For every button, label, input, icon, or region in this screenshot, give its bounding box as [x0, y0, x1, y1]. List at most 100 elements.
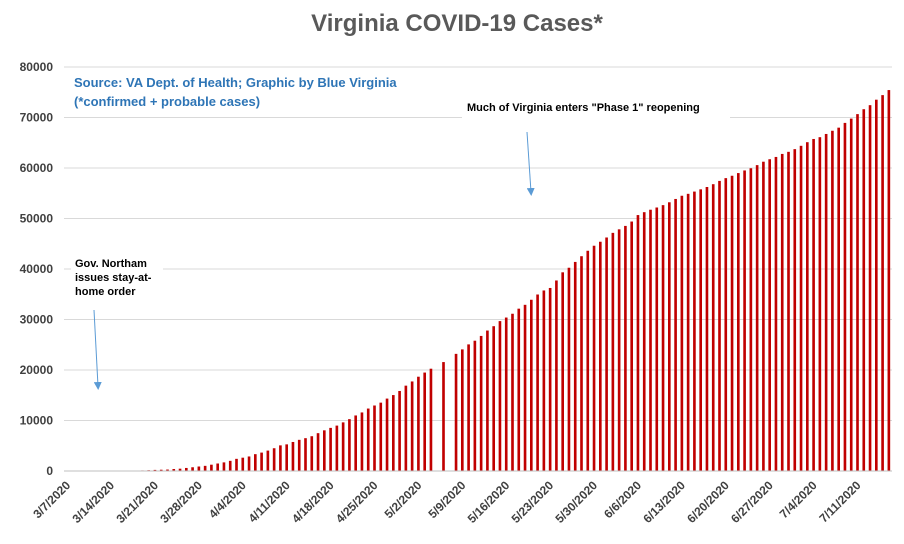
bar-40 — [316, 433, 320, 471]
bar-34 — [279, 445, 282, 471]
bar-72 — [517, 308, 521, 471]
bar-18 — [178, 468, 182, 471]
bar-89 — [624, 225, 627, 471]
bar-47 — [360, 412, 364, 471]
y-tick-label-6: 60000 — [20, 161, 54, 175]
y-tick-label-3: 30000 — [20, 313, 54, 327]
bar-84 — [592, 245, 596, 471]
y-tick-label-0: 0 — [46, 464, 53, 478]
bar-65 — [473, 340, 477, 471]
bar-63 — [461, 349, 464, 471]
x-tick-label-8: 5/2/2020 — [382, 478, 425, 521]
x-tick-label-16: 6/27/2020 — [728, 478, 776, 526]
bar-58 — [429, 368, 433, 471]
y-tick-label-4: 40000 — [20, 262, 54, 276]
bar-90 — [630, 221, 633, 471]
bar-31 — [260, 452, 263, 471]
bar-64 — [467, 344, 470, 471]
bar-14 — [153, 469, 157, 471]
y-tick-label-5: 50000 — [20, 212, 54, 226]
bar-54 — [404, 385, 408, 471]
bar-85 — [599, 241, 602, 471]
bar-16 — [166, 469, 169, 471]
x-tick-label-17: 7/4/2020 — [777, 478, 820, 521]
bar-49 — [373, 405, 376, 471]
annotation-1-arrow — [93, 309, 102, 390]
bar-33 — [272, 448, 276, 471]
bar-111 — [762, 161, 765, 472]
y-tick-label-7: 70000 — [20, 111, 54, 125]
annotation-1-line-2: home order — [75, 286, 136, 298]
bar-24 — [216, 463, 219, 471]
bar-51 — [385, 398, 389, 471]
bar-108 — [743, 170, 746, 472]
bar-30 — [254, 454, 257, 471]
bar-22 — [203, 465, 207, 471]
bar-35 — [285, 444, 288, 471]
bar-45 — [348, 419, 351, 471]
bar-122 — [831, 130, 834, 471]
bar-39 — [310, 436, 314, 471]
x-tick-label-7: 4/25/2020 — [333, 478, 381, 526]
bar-94 — [655, 207, 659, 471]
bar-119 — [812, 138, 815, 471]
bar-46 — [354, 415, 357, 471]
bar-102 — [705, 186, 709, 471]
annotation-1-line-1: issues stay-at- — [75, 272, 152, 284]
x-tick-label-13: 6/6/2020 — [601, 478, 644, 521]
x-tick-label-11: 5/23/2020 — [509, 478, 557, 526]
bar-36 — [291, 441, 295, 471]
x-tick-label-4: 4/4/2020 — [206, 478, 249, 521]
bar-27 — [235, 458, 238, 471]
bar-123 — [837, 127, 840, 472]
bar-129 — [875, 99, 878, 471]
bar-52 — [392, 395, 395, 471]
bar-69 — [498, 321, 502, 471]
bar-98 — [680, 195, 684, 472]
annotation-2-box — [462, 97, 730, 119]
bar-15 — [159, 469, 163, 471]
x-tick-label-14: 6/13/2020 — [640, 478, 688, 526]
bar-125 — [849, 118, 853, 472]
bar-29 — [247, 456, 251, 471]
bar-97 — [674, 198, 677, 471]
bar-19 — [185, 467, 188, 471]
bar-103 — [711, 184, 715, 471]
bar-17 — [172, 469, 176, 471]
y-tick-label-1: 10000 — [20, 414, 54, 428]
bar-95 — [661, 205, 665, 472]
gridlines — [64, 66, 892, 421]
annotations: Gov. Northam issues stay-at-home order Muc… — [71, 97, 730, 390]
source-line-1: Source: VA Dept. of Health; Graphic by B… — [74, 75, 397, 90]
bar-70 — [504, 317, 508, 471]
bar-83 — [586, 250, 590, 471]
bar-71 — [511, 313, 514, 471]
annotation-2-line-0: Much of Virginia enters "Phase 1" reopen… — [467, 102, 700, 114]
bar-87 — [611, 232, 615, 471]
bar-92 — [642, 212, 646, 472]
bar-107 — [737, 173, 740, 471]
x-tick-label-10: 5/16/2020 — [465, 478, 513, 526]
bar-38 — [304, 438, 307, 471]
bar-104 — [718, 180, 721, 472]
bar-121 — [824, 133, 828, 471]
bar-80 — [567, 267, 571, 471]
bar-113 — [774, 156, 778, 471]
y-tick-label-8: 80000 — [20, 60, 54, 74]
bar-43 — [335, 425, 339, 471]
bar-115 — [787, 151, 790, 472]
bar-86 — [605, 237, 608, 471]
bar-130 — [881, 95, 884, 472]
bar-131 — [887, 90, 891, 471]
x-tick-label-15: 6/20/2020 — [684, 478, 732, 526]
bar-120 — [818, 137, 822, 471]
bar-42 — [329, 427, 332, 471]
bar-41 — [323, 430, 326, 471]
bar-126 — [856, 114, 859, 471]
bar-44 — [341, 422, 345, 471]
annotation-2-arrow — [526, 131, 535, 196]
bar-100 — [693, 191, 696, 472]
bar-114 — [780, 153, 784, 471]
